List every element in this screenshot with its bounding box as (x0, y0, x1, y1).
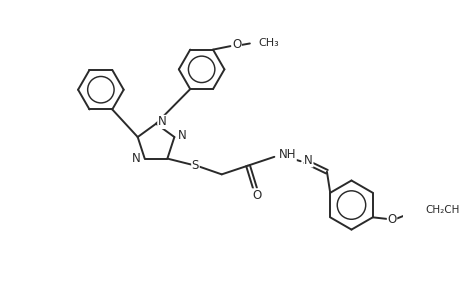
Text: S: S (191, 159, 199, 172)
Text: CH₂CH₃: CH₂CH₃ (425, 205, 459, 215)
Text: N: N (303, 154, 312, 167)
Text: N: N (178, 129, 186, 142)
Text: N: N (157, 116, 166, 128)
Text: N: N (131, 152, 140, 165)
Text: O: O (386, 213, 396, 226)
Text: O: O (252, 189, 261, 202)
Text: NH: NH (278, 148, 296, 161)
Text: CH₃: CH₃ (258, 38, 279, 49)
Text: O: O (232, 38, 241, 51)
